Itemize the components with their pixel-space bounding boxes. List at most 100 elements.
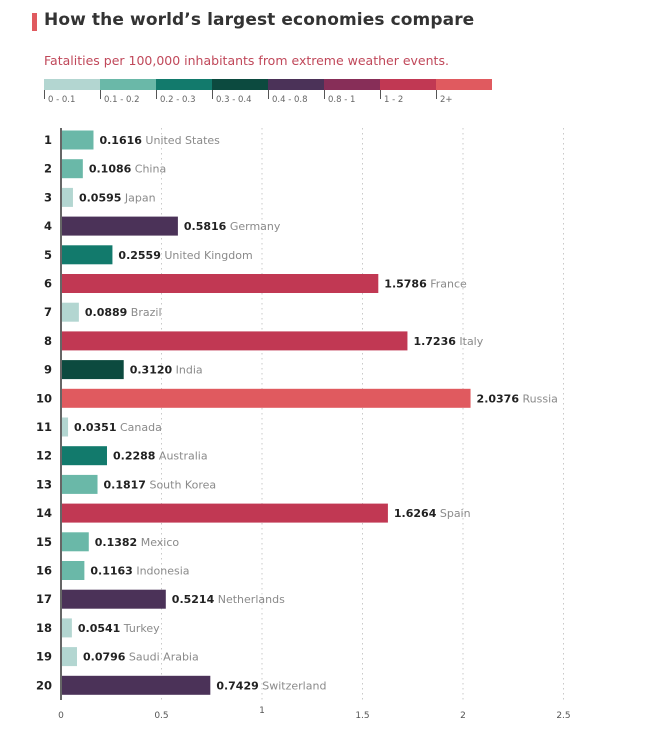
legend-tick bbox=[44, 90, 45, 99]
rank-label: 1 bbox=[44, 133, 52, 147]
x-tick-label: 0 bbox=[58, 711, 64, 721]
bar-value-label: 1.5786 bbox=[384, 278, 427, 291]
bar-label: 0.0796 Saudi Arabia bbox=[83, 651, 199, 664]
rank-label: 19 bbox=[36, 650, 52, 664]
legend-tick bbox=[324, 90, 325, 99]
bar-category-label: Spain bbox=[436, 507, 470, 520]
legend-label: 0.1 - 0.2 bbox=[104, 95, 140, 105]
bar-value-label: 0.1817 bbox=[104, 478, 146, 491]
bar bbox=[62, 474, 98, 494]
bar bbox=[62, 331, 408, 351]
rank-label: 13 bbox=[36, 477, 52, 491]
legend-tick bbox=[436, 90, 437, 99]
rank-label: 15 bbox=[36, 535, 52, 549]
bar bbox=[62, 446, 107, 466]
rank-label: 4 bbox=[44, 219, 52, 233]
bar-value-label: 0.2559 bbox=[118, 249, 160, 262]
rank-label: 20 bbox=[36, 678, 52, 692]
bar-value-label: 0.3120 bbox=[130, 364, 173, 377]
bar-label: 0.1163 Indonesia bbox=[90, 565, 189, 578]
legend-item: 0.2 - 0.3 bbox=[156, 79, 212, 109]
bar bbox=[62, 274, 379, 293]
x-tick-label: 1 bbox=[259, 706, 265, 716]
legend-swatch bbox=[324, 79, 380, 90]
legend-swatch bbox=[44, 79, 100, 90]
bar bbox=[62, 388, 471, 408]
legend-item: 0 - 0.1 bbox=[44, 79, 100, 109]
bar-label: 0.1616 United States bbox=[99, 134, 220, 147]
bar-category-label: Italy bbox=[456, 335, 484, 348]
x-tick-label: 2 bbox=[460, 711, 466, 721]
bar-value-label: 1.7236 bbox=[413, 335, 456, 348]
legend-label: 0 - 0.1 bbox=[48, 95, 76, 105]
legend-label: 2+ bbox=[440, 95, 453, 105]
bar-category-label: Japan bbox=[121, 191, 155, 204]
color-legend: 0 - 0.1 0.1 - 0.2 0.2 - 0.3 0.3 - 0.4 0.4 - … bbox=[44, 79, 492, 109]
bar-value-label: 0.1382 bbox=[95, 536, 137, 549]
bar-label: 2.0376 Russia bbox=[477, 392, 558, 405]
bar-label: 1.6264 Spain bbox=[394, 507, 471, 520]
legend-swatch bbox=[268, 79, 324, 90]
bar bbox=[62, 503, 388, 523]
rank-label: 2 bbox=[44, 162, 52, 176]
rank-label: 8 bbox=[44, 334, 52, 348]
bar-label: 0.5214 Netherlands bbox=[172, 593, 285, 606]
bar-value-label: 0.0889 bbox=[85, 306, 127, 319]
bar-category-label: Brazil bbox=[127, 306, 161, 319]
bar-category-label: Switzerland bbox=[259, 679, 327, 692]
bar-value-label: 0.0595 bbox=[79, 191, 121, 204]
legend-item: 0.1 - 0.2 bbox=[100, 79, 156, 109]
bar-label: 0.0595 Japan bbox=[79, 191, 156, 204]
bar-value-label: 0.0541 bbox=[78, 622, 120, 635]
rank-label: 10 bbox=[36, 391, 52, 405]
x-tick-label: 0.5 bbox=[154, 711, 168, 721]
legend-item: 2+ bbox=[436, 79, 492, 109]
legend-item: 0.4 - 0.8 bbox=[268, 79, 324, 109]
rank-label: 9 bbox=[44, 363, 52, 377]
bar bbox=[62, 561, 85, 580]
bar-label: 0.0541 Turkey bbox=[78, 622, 160, 635]
bar-label: 0.0351 Canada bbox=[74, 421, 162, 434]
legend-item: 0.8 - 1 bbox=[324, 79, 380, 109]
legend-swatch bbox=[100, 79, 156, 90]
bar-value-label: 1.6264 bbox=[394, 507, 437, 520]
legend-label: 0.8 - 1 bbox=[328, 95, 356, 105]
bar bbox=[62, 675, 211, 695]
bar bbox=[62, 589, 166, 609]
bar-category-label: Germany bbox=[226, 220, 281, 233]
rank-label: 7 bbox=[44, 305, 52, 319]
bar-value-label: 0.1616 bbox=[99, 134, 142, 147]
bar bbox=[62, 532, 89, 552]
legend-tick bbox=[100, 90, 101, 99]
rank-label: 6 bbox=[44, 277, 52, 291]
legend-label: 0.4 - 0.8 bbox=[272, 95, 308, 105]
legend-label: 0.3 - 0.4 bbox=[216, 95, 252, 105]
legend-label: 1 - 2 bbox=[384, 95, 404, 105]
rank-label: 12 bbox=[36, 449, 52, 463]
bar-label: 1.5786 France bbox=[384, 278, 467, 291]
bar-category-label: Canada bbox=[117, 421, 162, 434]
bar-category-label: United States bbox=[142, 134, 220, 147]
bar-label: 0.5816 Germany bbox=[184, 220, 281, 233]
bar-value-label: 0.7429 bbox=[216, 679, 258, 692]
bar-category-label: Indonesia bbox=[133, 565, 190, 578]
bar bbox=[62, 360, 124, 380]
bar-value-label: 0.0796 bbox=[83, 651, 126, 664]
bar bbox=[62, 618, 72, 638]
bar-category-label: France bbox=[427, 278, 467, 291]
bar-value-label: 0.5816 bbox=[184, 220, 227, 233]
bar-value-label: 2.0376 bbox=[477, 392, 520, 405]
bar bbox=[62, 159, 83, 179]
legend-tick bbox=[212, 90, 213, 99]
bar-value-label: 0.1086 bbox=[89, 163, 132, 176]
bar-category-label: South Korea bbox=[146, 478, 216, 491]
bar-value-label: 0.5214 bbox=[172, 593, 215, 606]
bar bbox=[62, 216, 178, 236]
chart-title: How the world’s largest economies compar… bbox=[44, 10, 475, 30]
bar bbox=[62, 187, 73, 207]
rank-label: 14 bbox=[36, 506, 52, 520]
legend-item: 0.3 - 0.4 bbox=[212, 79, 268, 109]
bar-category-label: United Kingdom bbox=[161, 249, 253, 262]
rank-label: 17 bbox=[36, 592, 52, 606]
